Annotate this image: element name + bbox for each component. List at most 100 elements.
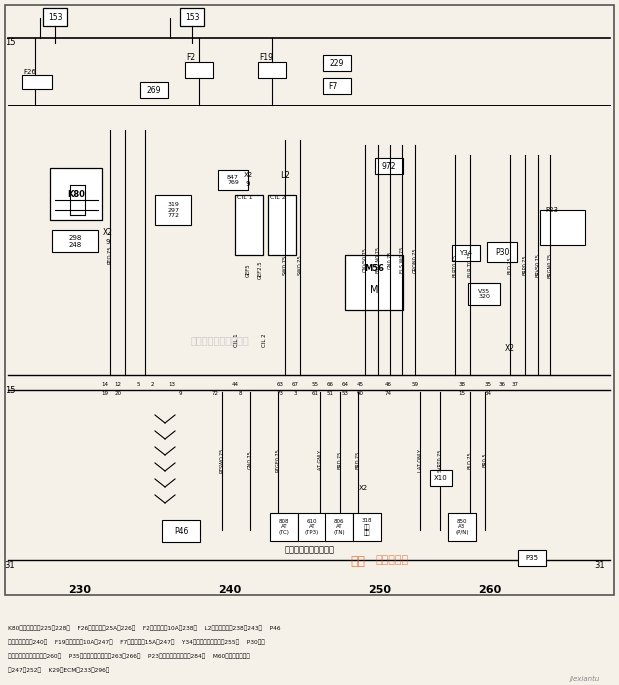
Text: 14: 14 bbox=[102, 382, 108, 386]
Text: 15: 15 bbox=[459, 390, 465, 395]
Text: ELS W0.75: ELS W0.75 bbox=[399, 247, 404, 273]
Text: 73: 73 bbox=[277, 390, 284, 395]
Bar bbox=[323, 55, 351, 71]
Text: BLD.75: BLD.75 bbox=[508, 256, 513, 274]
Text: GRON0.75: GRON0.75 bbox=[412, 247, 417, 273]
Text: 9: 9 bbox=[178, 390, 182, 395]
Text: 5: 5 bbox=[136, 382, 140, 386]
Text: CIL 2: CIL 2 bbox=[262, 333, 267, 347]
Text: F26: F26 bbox=[23, 69, 36, 75]
Bar bbox=[22, 75, 52, 89]
Text: BRD.75: BRD.75 bbox=[355, 451, 360, 469]
Text: 至自动变速器电控单元: 至自动变速器电控单元 bbox=[285, 545, 335, 554]
Bar bbox=[5, 5, 614, 595]
Text: BLG N0.75: BLG N0.75 bbox=[376, 247, 381, 273]
Text: P30: P30 bbox=[495, 247, 509, 256]
Text: GN0.75: GN0.75 bbox=[387, 251, 392, 269]
Text: 31: 31 bbox=[5, 560, 15, 569]
Text: GEF5: GEF5 bbox=[246, 263, 251, 277]
Text: 15: 15 bbox=[5, 386, 15, 395]
Text: P46: P46 bbox=[174, 527, 188, 536]
Text: 806
AT
(TN): 806 AT (TN) bbox=[333, 519, 345, 535]
Bar bbox=[487, 242, 517, 262]
Text: 319
297
772: 319 297 772 bbox=[167, 201, 179, 219]
Text: 250: 250 bbox=[368, 585, 391, 595]
Text: 44: 44 bbox=[232, 382, 238, 386]
Text: 31: 31 bbox=[595, 560, 605, 569]
Text: 55: 55 bbox=[311, 382, 319, 386]
Bar bbox=[448, 513, 476, 541]
Text: 74: 74 bbox=[384, 390, 391, 395]
Text: BR0.5: BR0.5 bbox=[482, 453, 488, 467]
Text: 67: 67 bbox=[292, 382, 298, 386]
Text: 15: 15 bbox=[5, 38, 15, 47]
Bar bbox=[155, 195, 191, 225]
Text: 63: 63 bbox=[277, 382, 284, 386]
Text: F2: F2 bbox=[186, 53, 195, 62]
Bar bbox=[325, 513, 353, 541]
Text: 36: 36 bbox=[498, 382, 506, 386]
Bar bbox=[218, 170, 248, 190]
Bar bbox=[162, 520, 200, 542]
Text: K80: K80 bbox=[67, 190, 85, 199]
Text: 153: 153 bbox=[48, 12, 63, 21]
Text: 37: 37 bbox=[511, 382, 519, 386]
Text: 72: 72 bbox=[212, 390, 219, 395]
Text: 260: 260 bbox=[478, 585, 501, 595]
Text: 2: 2 bbox=[150, 382, 154, 386]
Text: 298
248: 298 248 bbox=[68, 234, 82, 247]
Text: －爆震传感器（240）    F19－保险丝（10A，247）    F7－保险丝（15A，247）    Y34－油箱真空控制阀（255）    P30－发: －爆震传感器（240） F19－保险丝（10A，247） F7－保险丝（15A，… bbox=[8, 639, 265, 645]
Text: 61: 61 bbox=[311, 390, 319, 395]
Text: Y34: Y34 bbox=[459, 250, 472, 256]
Text: SVRT0.75: SVRT0.75 bbox=[438, 448, 443, 472]
Text: 20: 20 bbox=[115, 390, 121, 395]
Text: 3: 3 bbox=[293, 390, 297, 395]
Text: 电子市场网: 电子市场网 bbox=[375, 555, 408, 565]
Text: BRP0.75: BRP0.75 bbox=[522, 255, 527, 275]
Text: 847
769: 847 769 bbox=[227, 175, 239, 186]
Text: X2: X2 bbox=[358, 485, 368, 491]
Text: 64: 64 bbox=[342, 382, 348, 386]
Text: 9: 9 bbox=[246, 181, 250, 187]
Text: BRD.75: BRD.75 bbox=[337, 451, 342, 469]
Text: 808
AT
(TC): 808 AT (TC) bbox=[279, 519, 290, 535]
Text: jiexiantu: jiexiantu bbox=[570, 676, 600, 682]
Bar bbox=[50, 168, 102, 220]
Text: L2: L2 bbox=[280, 171, 290, 179]
Text: K80－主继电器（225～228）    F26－保险丝（25A，226）    F2－保险丝（10A，238）    L2－点火线圈（238～243）    : K80－主继电器（225～228） F26－保险丝（25A，226） F2－保险… bbox=[8, 625, 280, 631]
Text: 35: 35 bbox=[485, 382, 491, 386]
Text: 53: 53 bbox=[342, 390, 348, 395]
Text: 269: 269 bbox=[147, 86, 162, 95]
Bar bbox=[353, 513, 381, 541]
Bar bbox=[518, 550, 546, 566]
Text: AT GNLY: AT GNLY bbox=[318, 450, 322, 470]
Bar bbox=[468, 283, 500, 305]
Bar bbox=[43, 8, 67, 26]
Bar bbox=[375, 158, 403, 174]
Text: 66: 66 bbox=[326, 382, 334, 386]
Text: 229: 229 bbox=[330, 58, 344, 68]
Text: 51: 51 bbox=[326, 390, 334, 395]
Text: P35: P35 bbox=[526, 555, 539, 561]
Bar bbox=[452, 245, 480, 261]
Bar bbox=[298, 513, 326, 541]
Text: 12: 12 bbox=[115, 382, 121, 386]
Text: BRVS0.75: BRVS0.75 bbox=[535, 253, 540, 277]
Text: RTSWO.75: RTSWO.75 bbox=[220, 447, 225, 473]
Text: 维库: 维库 bbox=[350, 555, 365, 568]
Bar bbox=[52, 230, 98, 252]
Text: GNO.75: GNO.75 bbox=[248, 451, 253, 469]
Text: 59: 59 bbox=[412, 382, 418, 386]
Text: M56: M56 bbox=[364, 264, 384, 273]
Bar bbox=[180, 8, 204, 26]
Bar bbox=[185, 62, 213, 78]
Text: 38: 38 bbox=[459, 382, 465, 386]
Text: SW0.75: SW0.75 bbox=[282, 255, 287, 275]
Text: GEF2.5: GEF2.5 bbox=[258, 261, 262, 279]
Text: 45: 45 bbox=[357, 382, 363, 386]
Text: 850
A3
(P/N): 850 A3 (P/N) bbox=[455, 519, 469, 535]
Text: CIL 2: CIL 2 bbox=[270, 195, 286, 200]
Text: BLR T0.75: BLR T0.75 bbox=[467, 253, 472, 277]
Text: X10: X10 bbox=[434, 475, 448, 481]
Bar bbox=[140, 82, 168, 98]
